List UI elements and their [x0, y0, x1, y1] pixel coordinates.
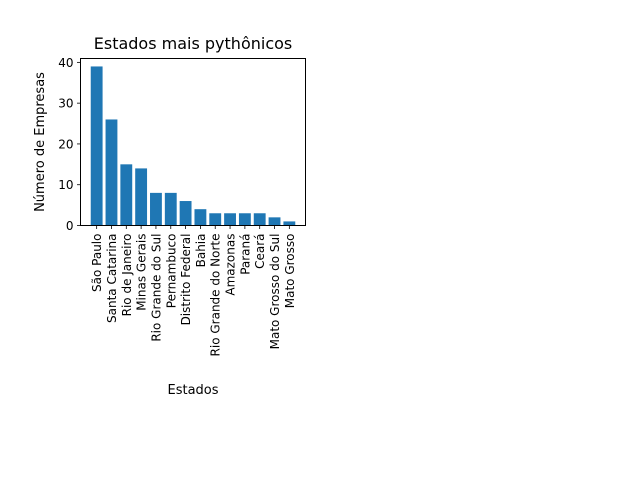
bar [224, 213, 236, 226]
bar [209, 213, 222, 226]
y-axis-ticks: 0 10 20 30 40 [58, 56, 81, 233]
x-axis-ticks: São Paulo Santa Catarina Rio de Janeiro Min… [90, 225, 297, 357]
y-axis-label: Número de Empresas [33, 72, 48, 212]
x-tick-label: Amazonas [224, 234, 238, 296]
bar [105, 119, 118, 226]
x-tick-label: Santa Catarina [105, 234, 119, 323]
bars-group [90, 66, 296, 226]
y-tick-label: 40 [58, 56, 73, 70]
bar [120, 164, 133, 226]
y-tick-label: 20 [58, 137, 73, 151]
x-tick-label: Rio Grande do Sul [149, 234, 163, 342]
x-tick-label: Bahia [194, 234, 208, 268]
y-tick-label: 30 [58, 97, 73, 111]
x-tick-label: Minas Gerais [135, 234, 149, 311]
bar [135, 168, 148, 226]
y-tick-label: 10 [58, 178, 73, 192]
x-tick-label: Rio Grande do Norte [209, 234, 223, 357]
x-tick-label: Mato Grosso do Sul [268, 234, 282, 350]
bar [150, 192, 162, 226]
x-axis-label: Estados [167, 383, 218, 398]
x-tick-label: Mato Grosso [283, 234, 297, 309]
plot-area-frame [80, 58, 306, 226]
chart-title: Estados mais pythônicos [94, 34, 292, 53]
bar [179, 201, 192, 226]
bar [194, 209, 207, 226]
x-tick-label: Pernambuco [164, 234, 178, 309]
bar [238, 213, 251, 226]
bar [164, 192, 177, 226]
bar [283, 221, 296, 226]
x-tick-label: Ceará [253, 234, 267, 269]
bar [253, 213, 266, 226]
x-tick-label: Paraná [238, 234, 252, 275]
x-tick-label: Distrito Federal [179, 234, 193, 326]
x-tick-label: São Paulo [90, 234, 104, 292]
x-tick-label: Rio de Janeiro [120, 234, 134, 317]
bar [268, 217, 281, 226]
y-tick-label: 0 [66, 219, 74, 233]
bar [90, 66, 103, 226]
